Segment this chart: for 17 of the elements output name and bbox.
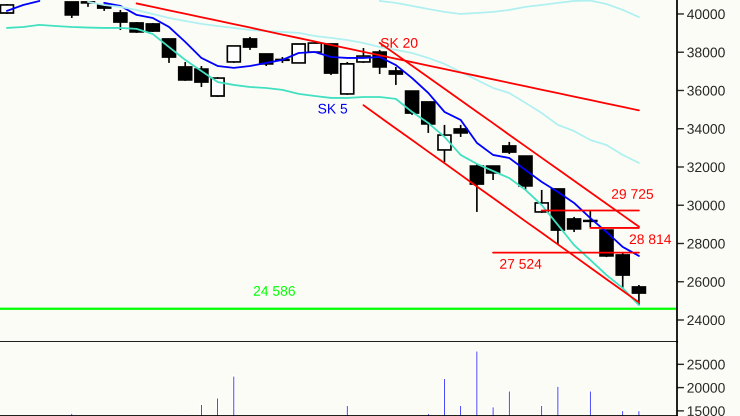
series-label: 29 725 [612,189,654,199]
y-tick-label: 34000 [687,124,725,134]
y-tick-label: 26000 [687,277,725,287]
y-tick-label: 25000 [687,360,725,370]
series-label: 28 814 [630,234,672,244]
y-tick-label: 15000 [688,406,725,416]
ref-line-label: 24 586 [254,286,295,296]
y-tick-label: 36000 [687,86,725,96]
y-tick-label: 38000 [687,48,725,58]
y-tick-label: 30000 [687,200,725,210]
text: SK 5 [318,104,348,114]
series-label: 27 524 [500,258,542,269]
y-tick-label: 28000 [687,238,725,249]
y-tick-label: 40000 [687,9,725,20]
y-tick-label: 32000 [687,162,725,172]
y-tick-label: 20000 [687,382,725,393]
y-tick-label: 24000 [687,315,725,326]
